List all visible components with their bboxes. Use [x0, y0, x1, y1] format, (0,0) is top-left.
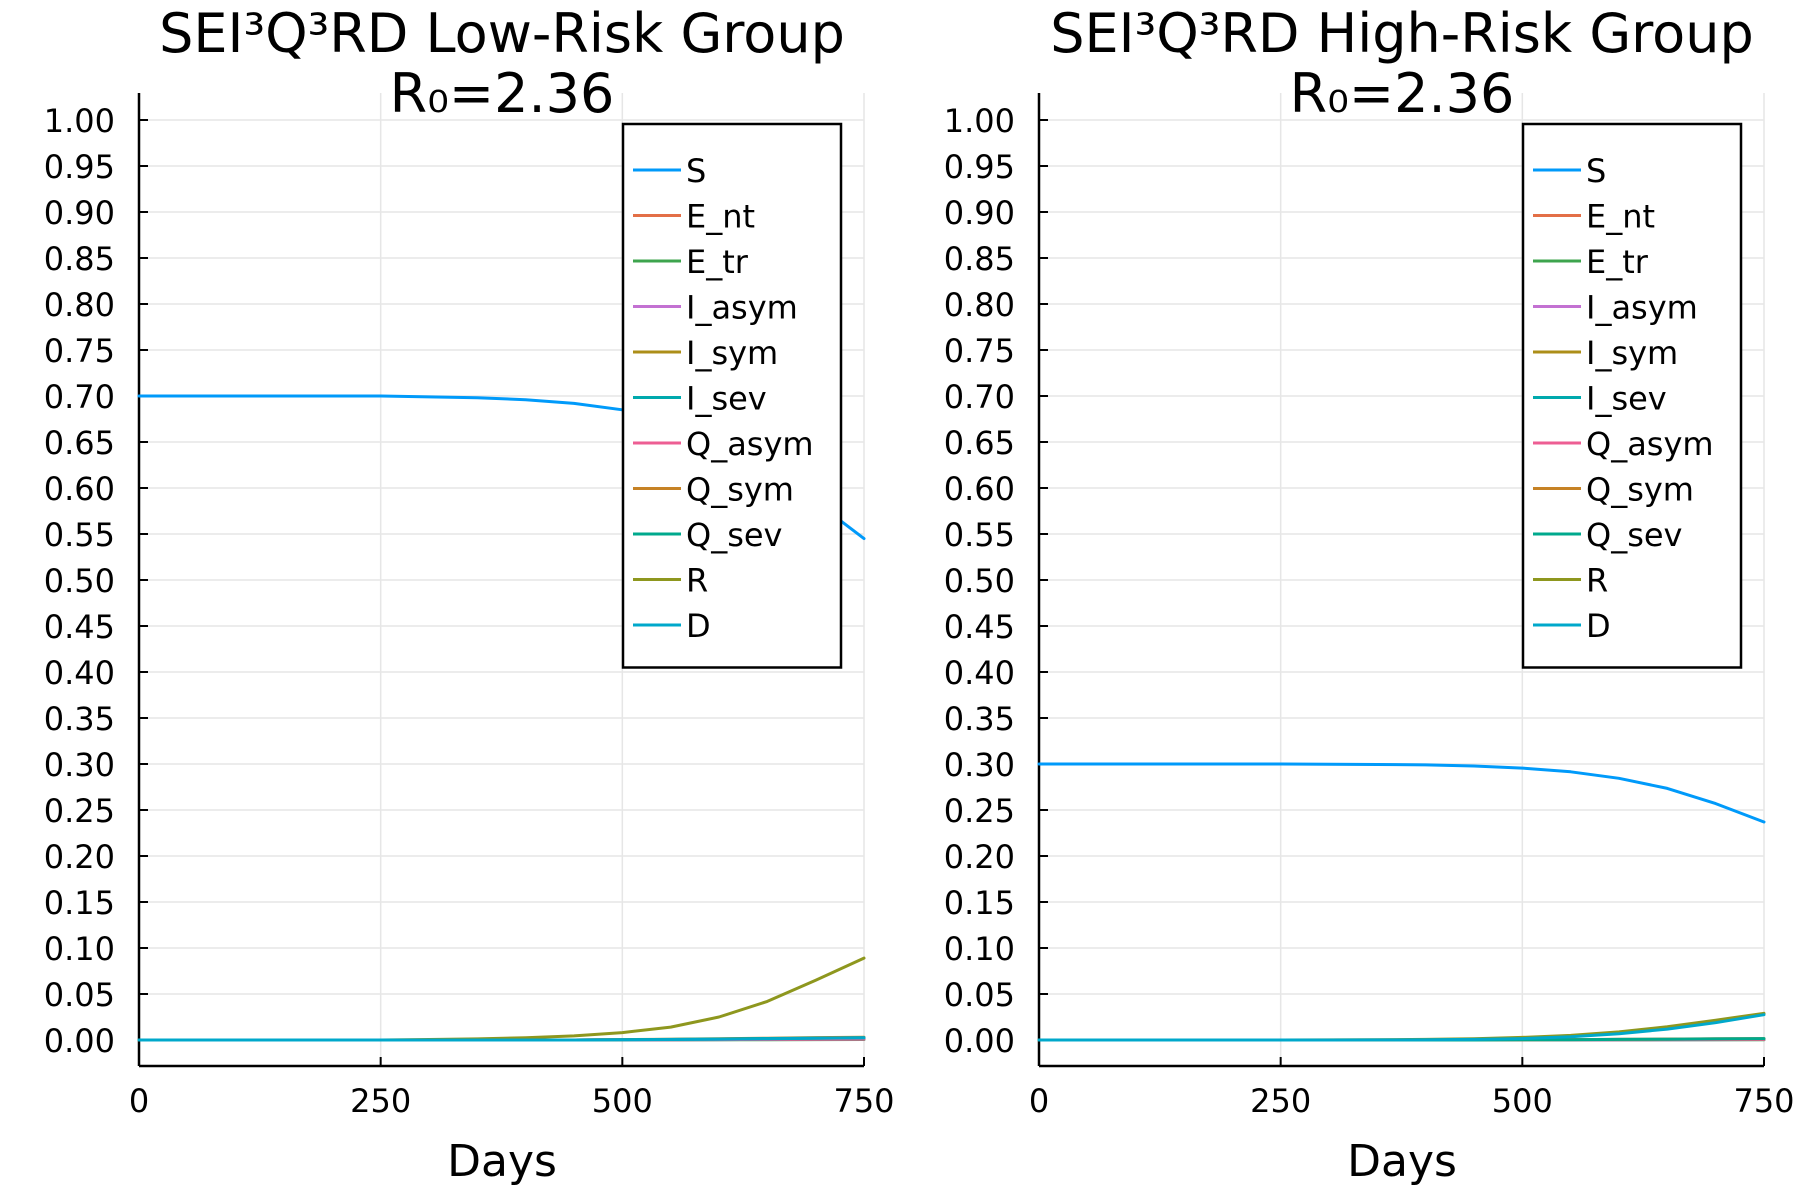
series-line-d	[1037, 1013, 1766, 1042]
y-tick-label: 0.65	[944, 424, 1015, 462]
series-lines	[137, 394, 866, 1042]
legend-entry: Q_sev	[1586, 516, 1682, 554]
chart-title: SEI³Q³RD High-Risk Group	[1050, 2, 1753, 65]
y-tick-label: 0.75	[944, 332, 1015, 370]
x-tick-label: 0	[1029, 1082, 1049, 1120]
y-tick-label: 0.90	[944, 194, 1015, 232]
y-tick-label: 0.20	[44, 838, 115, 876]
x-tick-label: 500	[592, 1082, 653, 1120]
y-tick-label: 0.50	[44, 562, 115, 600]
x-tick-label: 0	[129, 1082, 149, 1120]
y-tick-label: 0.80	[944, 286, 1015, 324]
y-tick-label: 0.30	[44, 746, 115, 784]
y-tick-label: 0.80	[44, 286, 115, 324]
legend-entry: I_sev	[686, 380, 767, 418]
series-line-r	[137, 956, 866, 1042]
low-risk-chart-panel: SEI³Q³RD Low-Risk Group R₀=2.36 Days 0.0…	[44, 2, 895, 1187]
y-tick-label: 1.00	[44, 102, 115, 140]
y-tick-label: 0.85	[44, 240, 115, 278]
y-tick-label: 0.00	[44, 1022, 115, 1060]
y-tick-label: 0.00	[944, 1022, 1015, 1060]
chart-subtitle: R₀=2.36	[390, 62, 615, 125]
y-tick-label: 0.40	[44, 654, 115, 692]
y-tick-label: 0.85	[944, 240, 1015, 278]
legend-entry: I_asym	[1586, 289, 1698, 327]
legend: S E_nt E_tr I_asym I_sym I_sev Q_asym Q_sym Q_se…	[621, 122, 843, 669]
x-tick-label: 250	[350, 1082, 411, 1120]
y-tick-label: 1.00	[944, 102, 1015, 140]
legend-entry: S	[1586, 152, 1606, 190]
series-line-d	[137, 1036, 866, 1042]
x-tick-label: 750	[833, 1082, 894, 1120]
y-tick-label: 0.70	[44, 378, 115, 416]
y-tick-label: 0.60	[944, 470, 1015, 508]
y-tick-label: 0.55	[944, 516, 1015, 554]
y-tick-label: 0.45	[944, 608, 1015, 646]
legend-entry: I_sym	[686, 334, 778, 372]
y-tick-label: 0.45	[44, 608, 115, 646]
x-tick-label: 500	[1492, 1082, 1553, 1120]
legend-entry: Q_asym	[1586, 425, 1714, 463]
legend-entry: R	[686, 562, 708, 600]
legend-entry: R	[1586, 562, 1608, 600]
legend-entry: S	[686, 152, 706, 190]
y-tick-label: 0.55	[44, 516, 115, 554]
y-tick-label: 0.60	[44, 470, 115, 508]
legend-entry: D	[1586, 607, 1611, 645]
legend-entry: Q_asym	[686, 425, 814, 463]
y-tick-label: 0.95	[44, 148, 115, 186]
y-tick-label: 0.30	[944, 746, 1015, 784]
x-tick-label: 250	[1250, 1082, 1311, 1120]
y-tick-label: 0.10	[944, 930, 1015, 968]
legend: S E_nt E_tr I_asym I_sym I_sev Q_asym Q_sym Q_se…	[1521, 122, 1743, 669]
y-tick-label: 0.50	[944, 562, 1015, 600]
y-tick-label: 0.65	[44, 424, 115, 462]
y-tick-label: 0.20	[944, 838, 1015, 876]
y-tick-label: 0.70	[944, 378, 1015, 416]
x-axis-label: Days	[447, 1136, 557, 1187]
legend-entry: Q_sym	[686, 471, 794, 509]
y-tick-label: 0.25	[44, 792, 115, 830]
y-tick-label: 0.15	[944, 884, 1015, 922]
y-tick-label: 0.35	[44, 700, 115, 738]
chart-subtitle: R₀=2.36	[1290, 62, 1515, 125]
x-tick-label: 750	[1733, 1082, 1794, 1120]
y-tick-label: 0.35	[944, 700, 1015, 738]
legend-entry: E_tr	[686, 243, 749, 281]
y-tick-label: 0.05	[944, 976, 1015, 1014]
y-tick-label: 0.15	[44, 884, 115, 922]
x-axis-label: Days	[1347, 1136, 1457, 1187]
high-risk-chart-panel: SEI³Q³RD High-Risk Group R₀=2.36 Days 0.…	[944, 2, 1795, 1187]
y-tick-label: 0.95	[944, 148, 1015, 186]
legend-entry: I_sev	[1586, 380, 1667, 418]
y-tick-label: 0.90	[44, 194, 115, 232]
y-tick-label: 0.10	[44, 930, 115, 968]
legend-entry: I_sym	[1586, 334, 1678, 372]
y-tick-label: 0.25	[944, 792, 1015, 830]
legend-entry: E_nt	[686, 198, 755, 236]
y-tick-label: 0.75	[44, 332, 115, 370]
legend-entry: Q_sev	[686, 516, 782, 554]
series-line-r	[1037, 1011, 1766, 1042]
legend-entry: E_tr	[1586, 243, 1649, 281]
series-line-s	[1037, 762, 1766, 824]
series-lines	[1037, 762, 1766, 1042]
legend-entry: D	[686, 607, 711, 645]
legend-entry: Q_sym	[1586, 471, 1694, 509]
legend-entry: I_asym	[686, 289, 798, 327]
legend-entry: E_nt	[1586, 198, 1655, 236]
y-tick-label: 0.05	[44, 976, 115, 1014]
y-tick-label: 0.40	[944, 654, 1015, 692]
chart-title: SEI³Q³RD Low-Risk Group	[159, 2, 845, 65]
